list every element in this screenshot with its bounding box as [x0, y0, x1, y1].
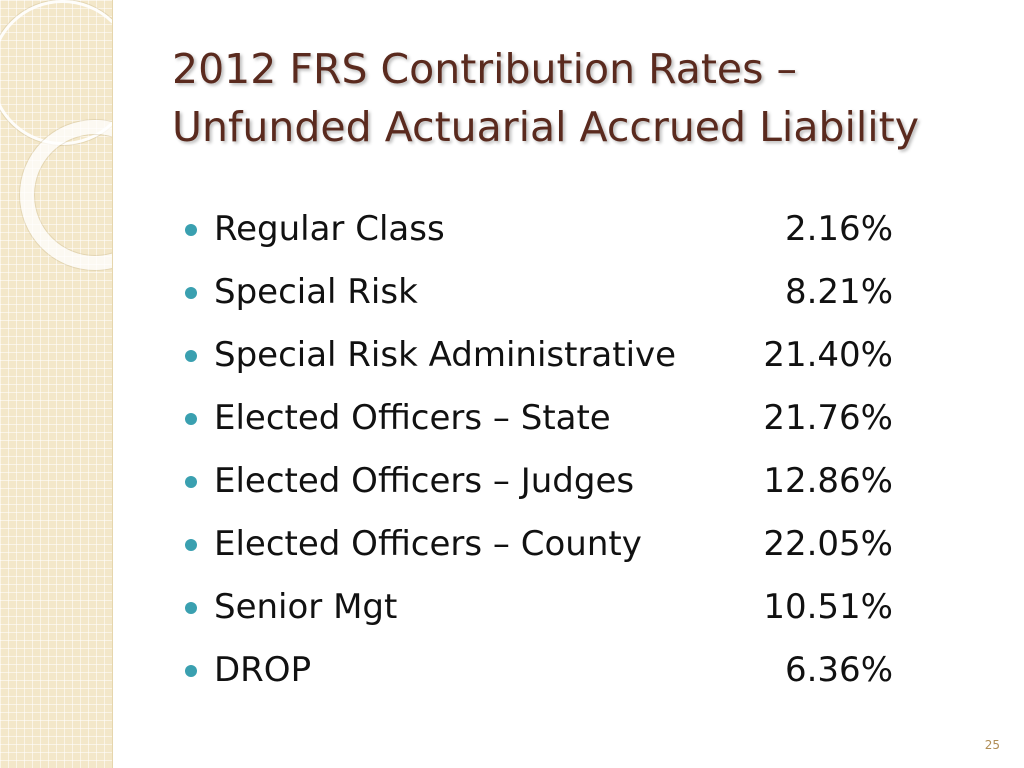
bullet-icon: [185, 413, 197, 425]
slide-title-line-2: Unfunded Actuarial Accrued Liability: [172, 103, 919, 151]
rate-row-senior-mgt: Senior Mgt 10.51%: [185, 576, 965, 639]
slide-page-number: 25: [984, 738, 1000, 752]
slide-title: 2012 FRS Contribution Rates – Unfunded A…: [172, 40, 1002, 156]
bullet-icon: [185, 476, 197, 488]
bullet-icon: [185, 287, 197, 299]
rate-label: Special Risk Administrative: [214, 335, 677, 375]
rate-label: Elected Officers – County: [214, 524, 642, 564]
rate-row-special-risk-administrative: Special Risk Administrative 21.40%: [185, 324, 965, 387]
contribution-rates-list: Regular Class 2.16% Special Risk 8.21% S…: [185, 198, 965, 702]
bullet-icon: [185, 665, 197, 677]
rate-label: Senior Mgt: [214, 587, 398, 627]
rate-row-special-risk: Special Risk 8.21%: [185, 261, 965, 324]
bullet-icon: [185, 224, 197, 236]
rate-label: DROP: [214, 650, 312, 690]
rate-value: 10.51%: [763, 587, 893, 627]
rate-value: 21.40%: [763, 335, 893, 375]
slide-title-line-1: 2012 FRS Contribution Rates –: [172, 45, 798, 93]
rate-value: 21.76%: [763, 398, 893, 438]
rate-value: 22.05%: [763, 524, 893, 564]
rate-row-elected-officers-judges: Elected Officers – Judges 12.86%: [185, 450, 965, 513]
rate-value: 6.36%: [784, 650, 893, 690]
rate-row-drop: DROP 6.36%: [185, 639, 965, 702]
bullet-icon: [185, 539, 197, 551]
rate-label: Elected Officers – Judges: [214, 461, 635, 501]
bullet-icon: [185, 602, 197, 614]
rate-label: Regular Class: [214, 209, 445, 249]
rate-row-elected-officers-state: Elected Officers – State 21.76%: [185, 387, 965, 450]
rate-row-regular-class: Regular Class 2.16%: [185, 198, 965, 261]
rate-value: 2.16%: [784, 209, 893, 249]
rate-value: 8.21%: [784, 272, 893, 312]
rate-row-elected-officers-county: Elected Officers – County 22.05%: [185, 513, 965, 576]
decorative-ring-bottom: [20, 120, 112, 270]
bullet-icon: [185, 350, 197, 362]
rate-label: Special Risk: [214, 272, 418, 312]
decorative-side-strip: [0, 0, 113, 768]
rate-value: 12.86%: [763, 461, 893, 501]
rate-label: Elected Officers – State: [214, 398, 611, 438]
